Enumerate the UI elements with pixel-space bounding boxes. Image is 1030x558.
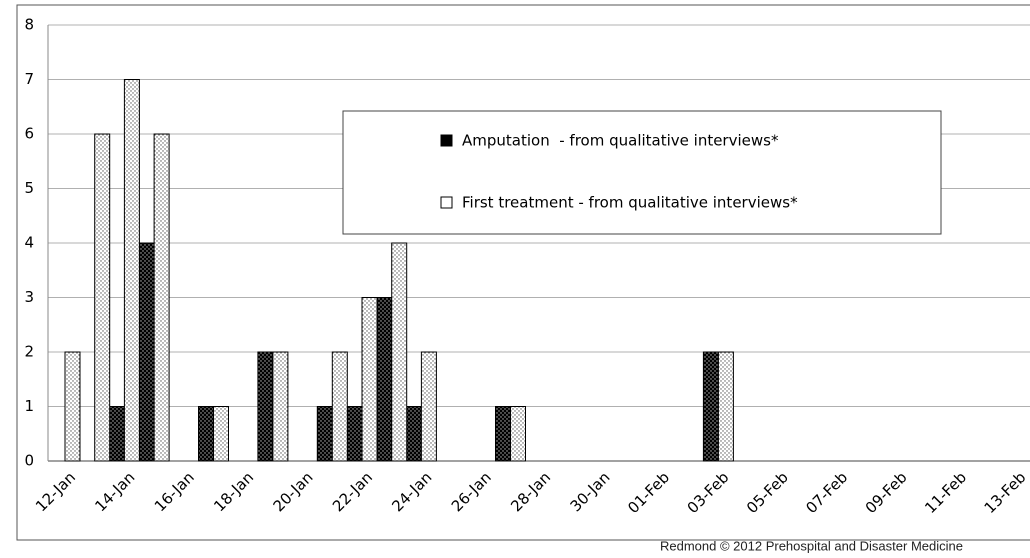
x-tick-label: 20-Jan	[270, 468, 317, 515]
bar	[702, 351, 719, 462]
x-tick-label: 05-Feb	[743, 468, 792, 517]
x-tick-label: 26-Jan	[448, 468, 495, 515]
chart-border	[16, 4, 1030, 541]
y-tick-label: 7	[24, 70, 34, 88]
x-tick-label: 28-Jan	[507, 468, 554, 515]
x-tick-label: 03-Feb	[684, 468, 733, 517]
bar	[64, 351, 81, 462]
y-tick-label: 1	[24, 397, 34, 415]
legend-swatch	[440, 196, 453, 209]
x-tick-label: 11-Feb	[921, 468, 970, 517]
bar	[405, 406, 422, 462]
x-tick-label: 14-Jan	[91, 468, 138, 515]
legend-label: First treatment - from qualitative inter…	[462, 194, 798, 212]
x-tick-label: 24-Jan	[388, 468, 435, 515]
bar	[331, 351, 348, 462]
x-tick-label: 07-Feb	[802, 468, 851, 517]
bar	[510, 406, 526, 462]
legend-label: Amputation - from qualitative interviews…	[462, 132, 779, 150]
x-tick-label: 12-Jan	[32, 468, 79, 515]
x-tick-label: 09-Feb	[862, 468, 911, 517]
bar	[346, 406, 363, 462]
y-tick-label: 4	[24, 234, 34, 252]
y-tick-label: 8	[24, 16, 34, 34]
y-tick-label: 2	[24, 343, 34, 361]
bar	[108, 406, 125, 462]
x-tick-label: 01-Feb	[624, 468, 673, 517]
bar	[213, 406, 229, 462]
bar	[257, 351, 274, 462]
x-tick-label: 18-Jan	[210, 468, 257, 515]
bar	[153, 133, 170, 462]
bar	[361, 297, 378, 462]
bar	[316, 406, 333, 462]
y-tick-label: 0	[24, 452, 34, 470]
bar	[376, 297, 393, 462]
bar	[138, 242, 155, 462]
legend-swatch	[440, 134, 453, 147]
x-tick-label: 30-Jan	[567, 468, 614, 515]
bar	[198, 406, 214, 462]
bar	[420, 351, 437, 462]
bar	[495, 406, 511, 462]
legend-box	[342, 110, 942, 235]
x-tick-label: 22-Jan	[329, 468, 376, 515]
bar	[391, 242, 408, 462]
x-tick-label: 13-Feb	[981, 468, 1030, 517]
bar	[94, 133, 111, 462]
y-tick-label: 5	[24, 179, 34, 197]
bar	[272, 351, 289, 462]
credit: Redmond © 2012 Prehospital and Disaster …	[660, 538, 963, 553]
y-tick-label: 6	[24, 125, 34, 143]
bar	[123, 79, 140, 462]
bar	[717, 351, 734, 462]
y-tick-label: 3	[24, 288, 34, 306]
x-tick-label: 16-Jan	[151, 468, 198, 515]
